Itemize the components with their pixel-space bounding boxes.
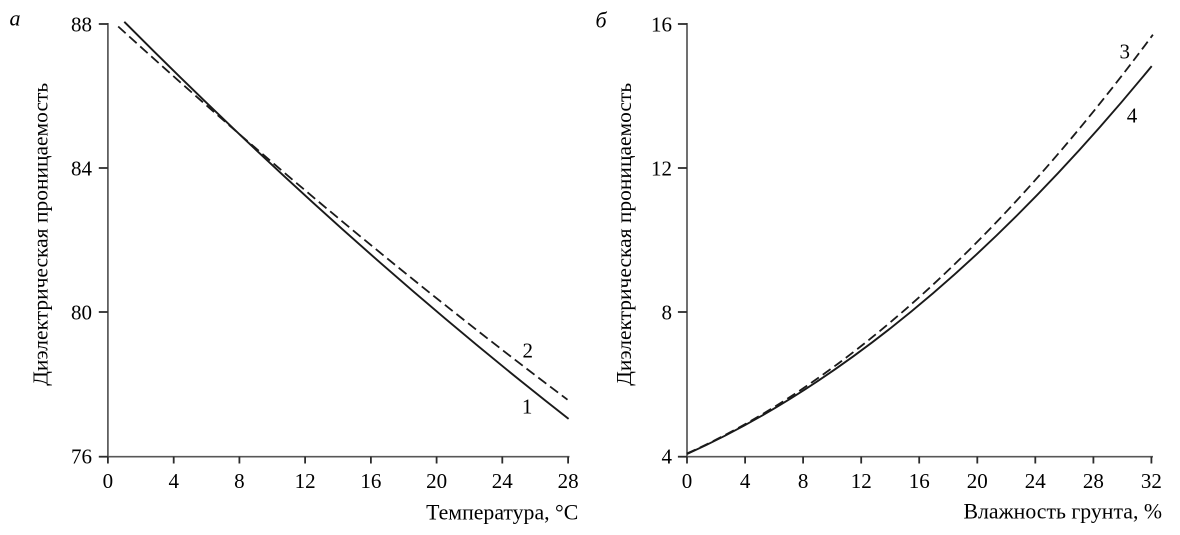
- svg-text:4: 4: [662, 444, 673, 468]
- svg-text:8: 8: [662, 300, 673, 324]
- svg-text:4: 4: [168, 469, 179, 493]
- svg-text:1: 1: [522, 395, 533, 419]
- svg-text:88: 88: [71, 12, 92, 36]
- svg-text:20: 20: [967, 469, 988, 493]
- svg-text:4: 4: [1127, 103, 1138, 127]
- svg-text:12: 12: [851, 469, 872, 493]
- svg-text:80: 80: [71, 300, 92, 324]
- svg-text:Диэлектрическая проницаемость: Диэлектрическая проницаемость: [612, 83, 636, 386]
- svg-text:32: 32: [1141, 469, 1162, 493]
- svg-text:12: 12: [295, 469, 316, 493]
- svg-text:8: 8: [234, 469, 245, 493]
- svg-text:16: 16: [651, 12, 672, 36]
- svg-text:12: 12: [651, 156, 672, 180]
- svg-text:84: 84: [71, 156, 93, 180]
- svg-text:0: 0: [103, 469, 114, 493]
- svg-text:20: 20: [426, 469, 447, 493]
- svg-text:16: 16: [360, 469, 381, 493]
- svg-text:16: 16: [909, 469, 930, 493]
- svg-text:76: 76: [71, 444, 92, 468]
- svg-text:0: 0: [682, 469, 693, 493]
- svg-text:24: 24: [1025, 469, 1047, 493]
- svg-text:24: 24: [492, 469, 514, 493]
- svg-text:a: a: [10, 6, 21, 31]
- svg-text:28: 28: [558, 469, 579, 493]
- svg-text:8: 8: [798, 469, 809, 493]
- svg-text:Влажность грунта, %: Влажность грунта, %: [964, 500, 1162, 524]
- svg-text:Диэлектрическая проницаемость: Диэлектрическая проницаемость: [28, 83, 52, 386]
- svg-text:3: 3: [1120, 40, 1131, 64]
- svg-text:2: 2: [523, 339, 534, 363]
- svg-text:б: б: [596, 8, 608, 33]
- svg-text:4: 4: [740, 469, 751, 493]
- svg-text:Температура, °C: Температура, °C: [426, 501, 578, 525]
- svg-text:28: 28: [1083, 469, 1104, 493]
